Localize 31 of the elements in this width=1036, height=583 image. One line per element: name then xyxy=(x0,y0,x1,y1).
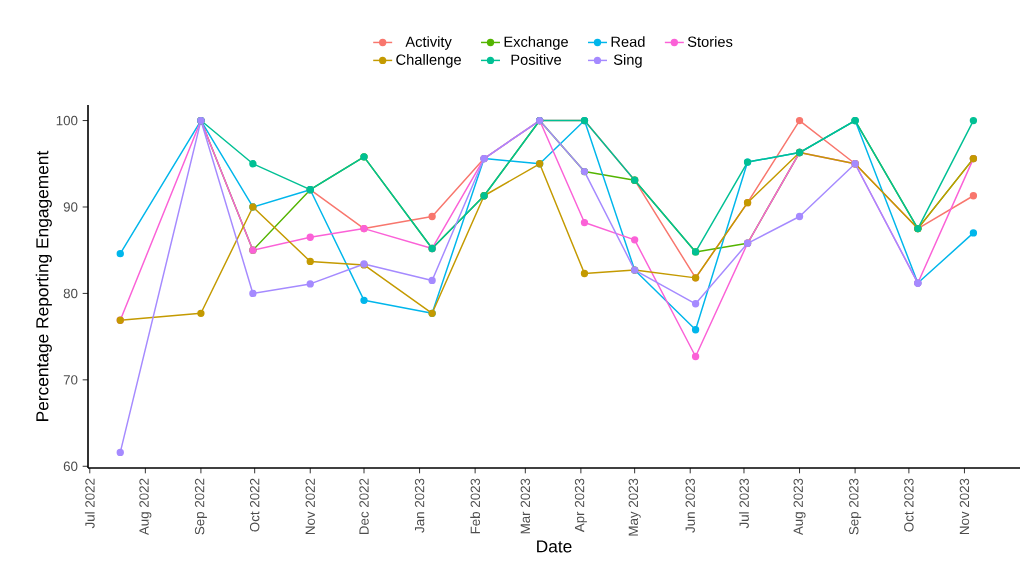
x-tick-label: Nov 2023 xyxy=(959,478,970,535)
legend-label: Sing xyxy=(613,54,642,68)
y-tick-label: 70 xyxy=(63,375,78,385)
x-tick-label: Jan 2023 xyxy=(414,478,425,533)
x-tick-label: Aug 2022 xyxy=(139,478,152,536)
y-tick-label: 100 xyxy=(56,115,78,126)
y-tick-label: 60 xyxy=(63,461,78,471)
legend-label: Read xyxy=(611,36,645,47)
x-tick-label: Jun 2023 xyxy=(685,478,695,533)
x-tick-label: Aug 2023 xyxy=(793,478,806,536)
y-tick-label: 90 xyxy=(63,202,78,212)
x-tick-label: Mar 2023 xyxy=(520,478,531,534)
x-tick-label: Oct 2022 xyxy=(249,478,260,532)
legend-label: Activity xyxy=(405,36,452,50)
x-tick-label: Dec 2022 xyxy=(359,478,369,535)
x-tick-label: Jul 2023 xyxy=(739,478,749,529)
x-tick-label: Oct 2023 xyxy=(904,478,914,532)
x-axis-title: Date xyxy=(537,540,572,553)
x-tick-label: Nov 2022 xyxy=(305,478,315,535)
legend-label: Challenge xyxy=(396,54,461,68)
x-tick-label: Sep 2022 xyxy=(194,478,207,535)
x-tick-label: Feb 2023 xyxy=(470,478,481,534)
legend-label: Exchange xyxy=(504,36,568,50)
x-tick-label: May 2023 xyxy=(628,478,641,536)
y-tick-label: 80 xyxy=(63,288,78,299)
y-axis-title: Percentage Reporting Engagement xyxy=(35,150,52,421)
legend-label: Stories xyxy=(687,36,733,47)
x-tick-label: Jul 2022 xyxy=(84,478,95,529)
x-tick-label: Apr 2023 xyxy=(574,478,587,533)
x-tick-label: Sep 2023 xyxy=(849,478,862,535)
legend-label: Positive xyxy=(511,54,562,65)
